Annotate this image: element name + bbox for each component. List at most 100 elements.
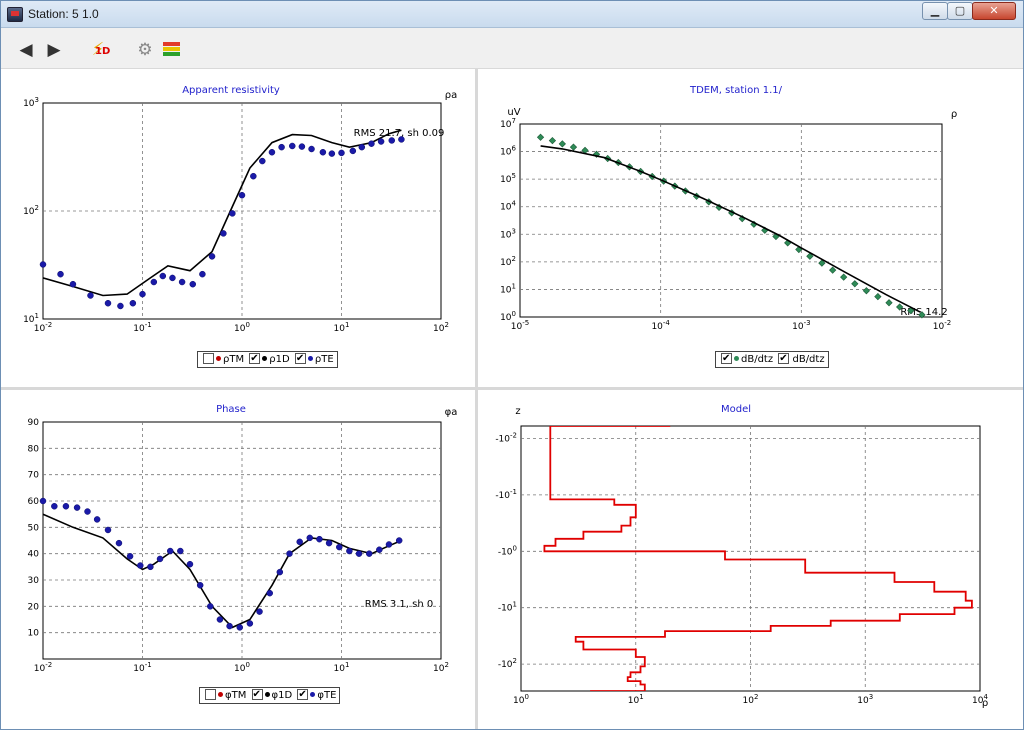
data-point [137, 562, 144, 569]
vertical-splitter[interactable] [475, 69, 478, 729]
data-point [536, 133, 545, 141]
legend-marker [734, 356, 739, 361]
data-point [236, 624, 244, 631]
data-point [117, 302, 124, 310]
x-tick-label: 10-1 [133, 321, 151, 334]
close-button[interactable]: ✕ [972, 2, 1016, 20]
y-axis-label: z [515, 406, 520, 417]
y-tick-label: 104 [500, 200, 516, 213]
layers-icon[interactable] [161, 39, 183, 61]
legend-checkbox-te[interactable] [294, 351, 306, 366]
model-step-line [543, 426, 973, 691]
forward-arrow-icon[interactable]: ▶ [47, 40, 61, 60]
data-point [851, 280, 859, 288]
legend-marker [310, 692, 316, 697]
data-point [84, 508, 91, 515]
toolbar: ◀ ▶ ⚡ 1D ⚙ [1, 29, 1023, 69]
data-point [874, 292, 882, 301]
maximize-button[interactable]: ▢ [947, 2, 973, 20]
data-point [51, 503, 58, 510]
legend-label: ρTE [314, 354, 334, 365]
data-point [286, 550, 293, 557]
data-point [918, 311, 926, 319]
legend-label: φTM [225, 690, 247, 701]
horizontal-splitter[interactable] [1, 387, 1023, 390]
x-tick-label: 10-2 [34, 321, 52, 334]
oned-badge: 1D [95, 46, 111, 57]
legend-checkbox-measured[interactable] [721, 351, 732, 366]
y-tick-label: 105 [500, 172, 516, 185]
data-point [276, 568, 284, 576]
y-tick-label: 10 [28, 629, 40, 639]
y-tick-label: -10-2 [495, 432, 517, 445]
apparent-resistivity-chart[interactable]: Apparent resistivity ρa RMS 21.7, sh 0.0… [1, 69, 475, 387]
data-point [220, 230, 227, 237]
gear-icon[interactable]: ⚙ [137, 40, 153, 60]
legend-checkbox-1d[interactable] [251, 687, 263, 702]
data-point [548, 136, 557, 145]
data-point [806, 252, 814, 260]
tdem-chart[interactable]: TDEM, station 1.1/ ρ uV RMS 14.2 10-5 10-… [478, 69, 1023, 387]
rms-annotation: RMS 21.7, sh 0.09 [354, 128, 445, 139]
data-point [368, 140, 375, 147]
data-point [73, 504, 81, 511]
data-point [189, 280, 197, 288]
title-bar[interactable]: Station: 5 1.0 ▁ ▢ ✕ [1, 1, 1023, 28]
data-point [398, 136, 405, 143]
data-point [349, 147, 357, 155]
y-tick-label: 80 [28, 444, 40, 454]
plot-frame [519, 123, 943, 318]
legend-checkbox-model[interactable] [778, 351, 790, 366]
minimize-button[interactable]: ▁ [922, 2, 948, 20]
legend-checkbox-tm[interactable] [203, 353, 214, 364]
x-tick-label: 100 [513, 693, 529, 706]
phase-chart[interactable]: Phase φa RMS 3.1, sh 0 10-2 10-1 100 101 102… [1, 390, 475, 729]
legend-checkbox-1d[interactable] [249, 351, 261, 366]
data-point [896, 303, 904, 311]
resistivity-legend: ρTM ρ1D ρTE [197, 351, 338, 368]
back-arrow-icon[interactable]: ◀ [19, 40, 33, 60]
data-point [147, 563, 154, 571]
data-point [93, 516, 101, 523]
legend-marker [216, 356, 221, 361]
rms-annotation: RMS 14.2 [900, 307, 947, 318]
data-point [325, 539, 333, 547]
data-point [818, 259, 826, 267]
y-tick-label: 50 [28, 523, 40, 533]
data-point [376, 546, 383, 553]
series-line [540, 145, 921, 313]
data-point [250, 172, 257, 180]
y-tick-label: 102 [500, 255, 516, 268]
data-point [388, 137, 396, 144]
data-point [199, 270, 206, 278]
legend-label: φ1D [271, 690, 293, 701]
model-chart[interactable]: Model z ρ 100 101 102 103 104 -10-2 -10-1 -100 -… [478, 390, 1023, 729]
data-point [216, 616, 224, 623]
x-tick-label: 10-5 [511, 319, 529, 332]
legend-checkbox-tm[interactable] [205, 689, 216, 700]
data-point [39, 497, 47, 505]
chart-title: Model [721, 404, 751, 415]
data-point [169, 274, 176, 282]
data-point [306, 534, 314, 542]
data-point [129, 299, 137, 307]
y-tick-label: 40 [28, 550, 40, 560]
legend-checkbox-te[interactable] [297, 687, 309, 702]
x-tick-label: 101 [628, 693, 644, 706]
tdem-legend: dB/dtz dB/dtz [715, 351, 829, 368]
data-point [115, 539, 123, 547]
data-point [308, 145, 315, 153]
legend-marker [264, 692, 270, 697]
data-point [298, 143, 306, 150]
data-point [87, 292, 94, 299]
data-point [177, 547, 184, 555]
x-tick-label: 104 [972, 693, 988, 706]
legend-label: ρTM [223, 354, 245, 365]
rms-annotation: RMS 3.1, sh 0 [365, 599, 433, 610]
series-line [43, 513, 402, 629]
data-point [336, 543, 343, 551]
data-point [62, 503, 70, 510]
run-1d-inversion-icon[interactable]: ⚡ 1D [91, 39, 111, 60]
data-point [829, 266, 837, 274]
